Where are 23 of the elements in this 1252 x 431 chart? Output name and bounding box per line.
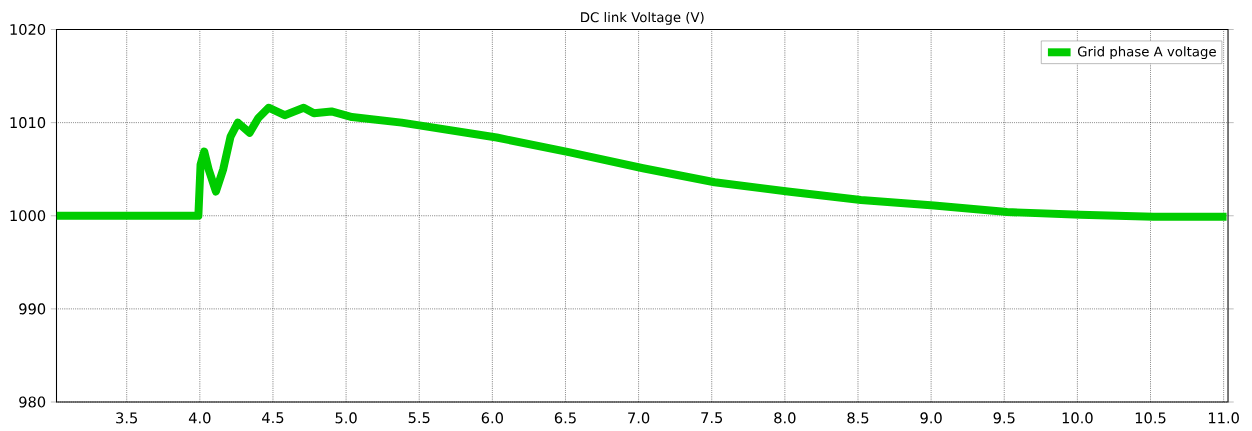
x-tick-label: 6.5 <box>554 412 576 424</box>
y-tick-label: 990 <box>19 303 46 315</box>
x-tick-label: 4.0 <box>188 412 211 424</box>
y-tick-label: 1010 <box>10 117 46 129</box>
y-tick-label: 1000 <box>10 210 46 222</box>
x-tick-label: 7.5 <box>701 412 723 424</box>
x-tick-label: 7.0 <box>628 412 650 424</box>
x-tick-label: 10.5 <box>1135 412 1166 424</box>
x-tick-label: 8.5 <box>847 412 869 424</box>
x-tick-label: 11.0 <box>1208 412 1239 424</box>
x-tick-label: 4.5 <box>262 412 284 424</box>
y-tick-label: 980 <box>19 396 46 408</box>
chart-title: DC link Voltage (V) <box>581 11 704 25</box>
x-tick-label: 5.0 <box>335 412 357 424</box>
x-tick-label: 3.5 <box>116 412 138 424</box>
x-tick-label: 10.0 <box>1062 412 1093 424</box>
x-tick-label: 9.0 <box>920 412 942 424</box>
x-tick-label: 9.5 <box>993 412 1015 424</box>
x-tick-label: 8.0 <box>774 412 796 424</box>
legend-label: Grid phase A voltage <box>1077 46 1216 60</box>
y-tick-label: 1020 <box>10 23 46 36</box>
x-tick-label: 6.0 <box>481 412 503 424</box>
x-tick-label: 5.5 <box>408 412 430 424</box>
